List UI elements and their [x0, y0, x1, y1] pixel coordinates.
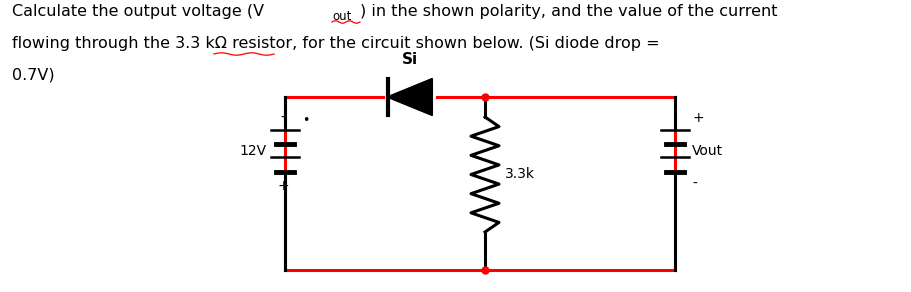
Text: +: +: [277, 179, 289, 193]
Text: Si: Si: [402, 52, 418, 67]
Text: +: +: [692, 111, 703, 125]
Text: Calculate the output voltage (V: Calculate the output voltage (V: [12, 4, 264, 19]
Text: 3.3k: 3.3k: [505, 168, 535, 182]
Text: 12V: 12V: [240, 144, 267, 158]
Text: -: -: [692, 177, 697, 191]
Text: Vout: Vout: [692, 144, 723, 158]
Text: flowing through the 3.3 kΩ resistor, for the circuit shown below.⁠ (Si diode dro: flowing through the 3.3 kΩ resistor, for…: [12, 36, 660, 51]
Text: -: -: [281, 111, 285, 125]
Text: ) in the shown polarity, and the value of the current: ) in the shown polarity, and the value o…: [360, 4, 777, 19]
Text: •: •: [302, 114, 310, 128]
Text: out: out: [332, 10, 352, 22]
Polygon shape: [388, 79, 432, 115]
Text: 0.7V): 0.7V): [12, 68, 55, 83]
